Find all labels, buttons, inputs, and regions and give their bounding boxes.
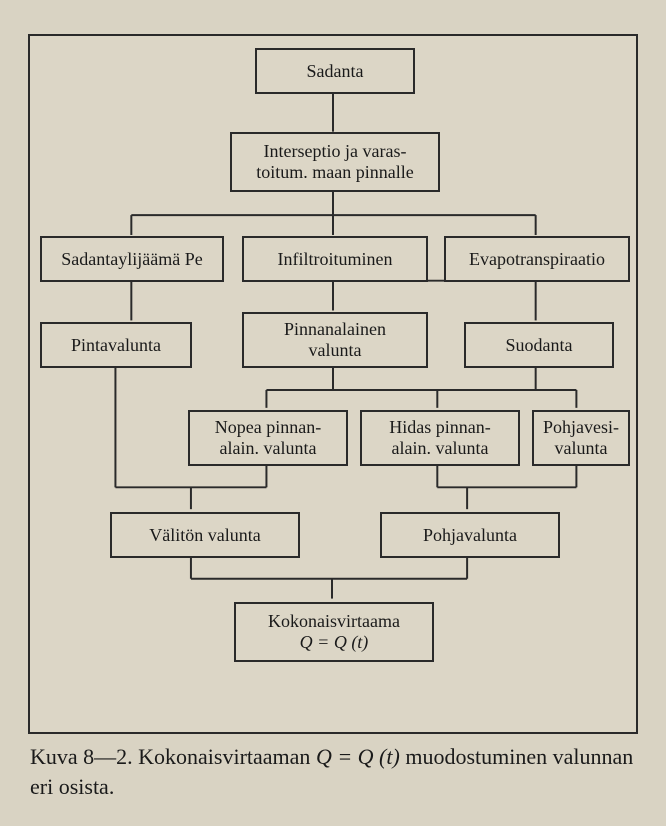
caption-prefix: Kuva 8—2. Kokonaisvirtaaman [30, 744, 316, 769]
node-label: Pintavalunta [48, 335, 184, 356]
node-pohjavesi-valunta: Pohjavesi- valunta [532, 410, 630, 466]
node-infiltroituminen: Infiltroituminen [242, 236, 428, 282]
page: Sadanta Interseptio ja varas- toitum. ma… [0, 0, 666, 826]
node-valiton-valunta: Välitön valunta [110, 512, 300, 558]
node-label: Välitön valunta [118, 525, 292, 546]
node-label: KokonaisvirtaamaQ = Q (t) [242, 611, 426, 652]
node-kokonaisvirtaama: KokonaisvirtaamaQ = Q (t) [234, 602, 434, 662]
node-label: Sadantaylijäämä Pe [48, 249, 216, 270]
node-evapotranspiraatio: Evapotranspiraatio [444, 236, 630, 282]
caption-equation: Q = Q (t) [316, 744, 400, 769]
node-label: Infiltroituminen [250, 249, 420, 270]
node-label: Interseptio ja varas- toitum. maan pinna… [238, 141, 432, 182]
node-pintavalunta: Pintavalunta [40, 322, 192, 368]
node-suodanta: Suodanta [464, 322, 614, 368]
node-label: Suodanta [472, 335, 606, 356]
node-label: Nopea pinnan- alain. valunta [196, 417, 340, 458]
node-pohjavalunta: Pohjavalunta [380, 512, 560, 558]
node-pinnanalainen-valunta: Pinnanalainen valunta [242, 312, 428, 368]
node-label: Pohjavesi- valunta [540, 417, 622, 458]
node-label: Hidas pinnan- alain. valunta [368, 417, 512, 458]
diagram-frame: Sadanta Interseptio ja varas- toitum. ma… [28, 34, 638, 734]
node-nopea-valunta: Nopea pinnan- alain. valunta [188, 410, 348, 466]
figure-caption: Kuva 8—2. Kokonaisvirtaaman Q = Q (t) mu… [30, 742, 636, 801]
node-label: Pinnanalainen valunta [250, 319, 420, 360]
node-sadanta: Sadanta [255, 48, 415, 94]
node-label: Evapotranspiraatio [452, 249, 622, 270]
node-label: Pohjavalunta [388, 525, 552, 546]
node-label: Sadanta [263, 61, 407, 82]
node-hidas-valunta: Hidas pinnan- alain. valunta [360, 410, 520, 466]
node-sadantaylijaama: Sadantaylijäämä Pe [40, 236, 224, 282]
node-interseptio: Interseptio ja varas- toitum. maan pinna… [230, 132, 440, 192]
